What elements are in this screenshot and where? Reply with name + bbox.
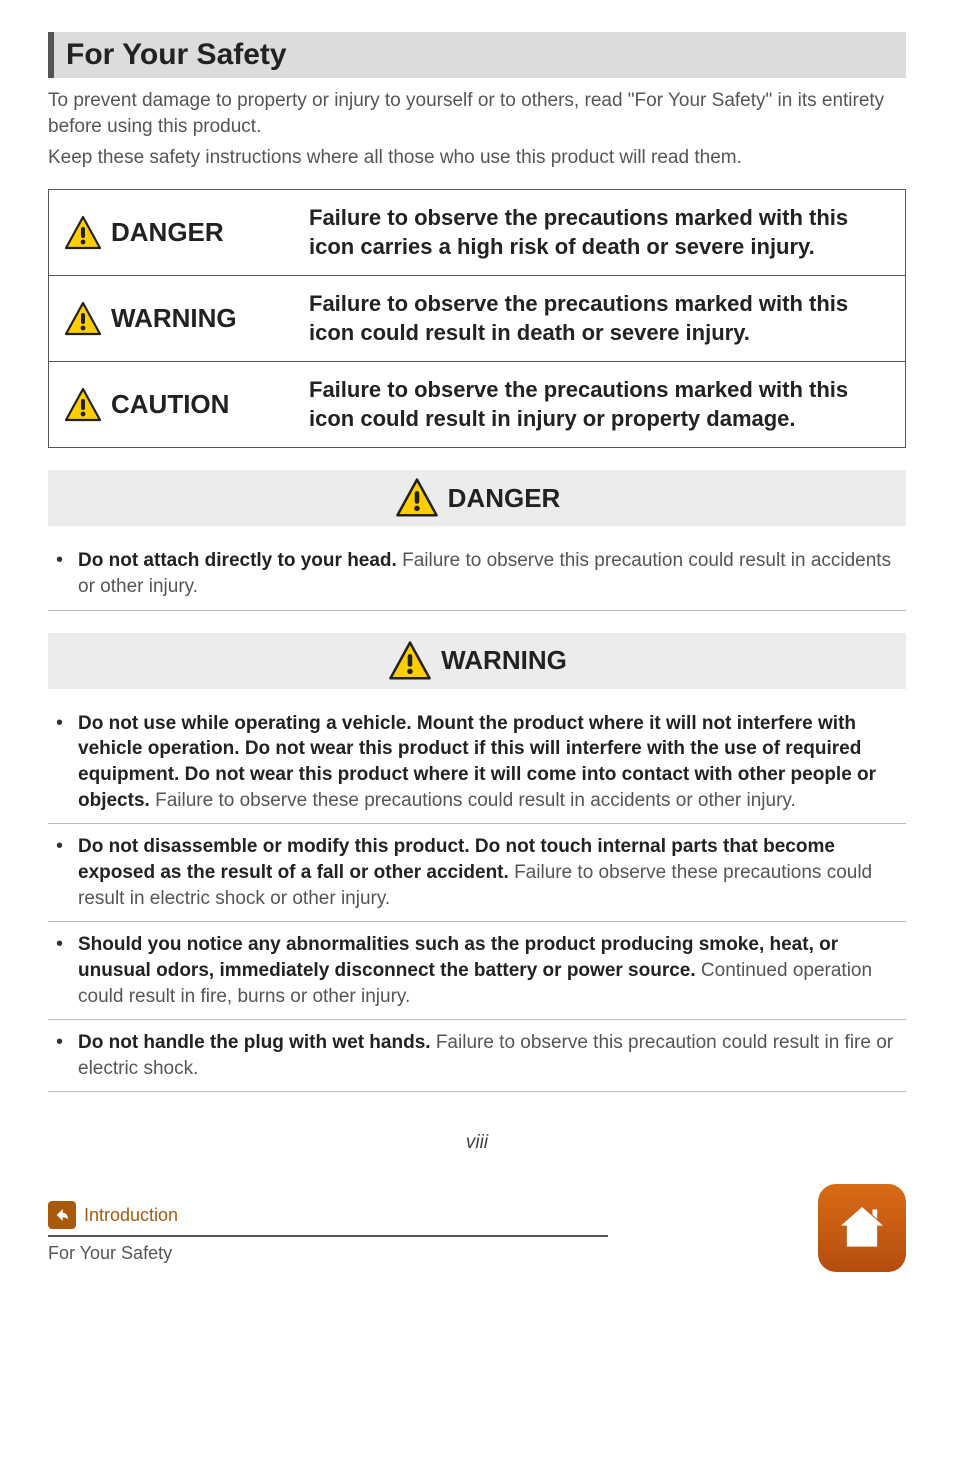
warning-bullet: Do not handle the plug with wet hands. F…	[48, 1020, 906, 1092]
home-button[interactable]	[818, 1184, 906, 1272]
level-row-danger: DANGER Failure to observe the precaution…	[49, 189, 905, 275]
warning-bullet: Do not disassemble or modify this produc…	[48, 824, 906, 922]
danger-heading-band: DANGER	[48, 470, 906, 526]
bullet-lead: Do not attach directly to your head.	[78, 550, 397, 571]
home-icon	[834, 1200, 890, 1256]
page-number: viii	[48, 1132, 906, 1154]
warning-bullet: Should you notice any abnormalities such…	[48, 922, 906, 1020]
bullet-rest: Failure to observe these precautions cou…	[150, 790, 796, 811]
warning-heading-band: WARNING	[48, 633, 906, 689]
danger-heading: DANGER	[448, 483, 561, 514]
level-description: Failure to observe the precautions marke…	[309, 190, 905, 275]
warning-bullet-list: Do not use while operating a vehicle. Mo…	[48, 701, 906, 1093]
level-label: WARNING	[111, 303, 237, 334]
back-icon[interactable]	[48, 1201, 76, 1229]
footer-section-name: For Your Safety	[48, 1243, 608, 1264]
severity-levels-table: DANGER Failure to observe the precaution…	[48, 189, 906, 449]
warning-triangle-icon	[394, 476, 440, 520]
level-label: DANGER	[111, 217, 224, 248]
level-row-caution: CAUTION Failure to observe the precautio…	[49, 361, 905, 447]
warning-triangle-icon	[387, 639, 433, 683]
bullet-lead: Do not handle the plug with wet hands.	[78, 1032, 431, 1053]
level-description: Failure to observe the precautions marke…	[309, 276, 905, 361]
breadcrumb[interactable]: Introduction	[48, 1201, 608, 1237]
level-label: CAUTION	[111, 389, 229, 420]
danger-bullet: Do not attach directly to your head. Fai…	[48, 538, 906, 610]
page-title: For Your Safety	[48, 32, 906, 78]
warning-bullet: Do not use while operating a vehicle. Mo…	[48, 701, 906, 825]
warning-triangle-icon	[63, 214, 103, 252]
warning-heading: WARNING	[441, 645, 567, 676]
intro-paragraph-1: To prevent damage to property or injury …	[48, 88, 906, 139]
warning-triangle-icon	[63, 386, 103, 424]
danger-bullet-list: Do not attach directly to your head. Fai…	[48, 538, 906, 610]
level-description: Failure to observe the precautions marke…	[309, 362, 905, 447]
intro-paragraph-2: Keep these safety instructions where all…	[48, 145, 906, 171]
level-row-warning: WARNING Failure to observe the precautio…	[49, 275, 905, 361]
warning-triangle-icon	[63, 300, 103, 338]
breadcrumb-label: Introduction	[84, 1205, 178, 1226]
